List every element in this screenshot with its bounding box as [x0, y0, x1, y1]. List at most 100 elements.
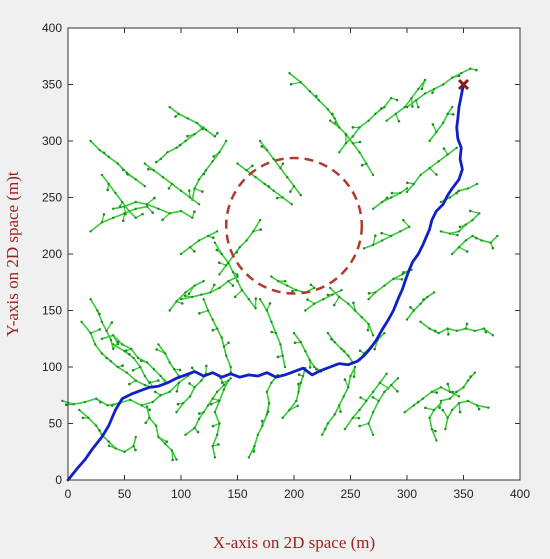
tree-node	[385, 119, 388, 122]
x-tick-label: 200	[284, 487, 304, 501]
tree-node	[288, 408, 291, 412]
tree-node	[274, 331, 278, 335]
tree-node	[225, 264, 228, 267]
tree-node	[309, 283, 313, 287]
tree-node	[170, 449, 174, 452]
tree-twig	[458, 403, 461, 413]
tree-node	[304, 309, 307, 312]
goal-marker	[457, 78, 470, 91]
tree-node	[176, 402, 180, 406]
tree-node	[435, 130, 438, 134]
tree-node	[358, 126, 361, 129]
tree-node	[218, 151, 221, 154]
tree-node	[80, 320, 83, 323]
tree-node	[175, 458, 178, 461]
tree-twig	[176, 382, 180, 392]
tree-node	[258, 218, 262, 222]
tree-node	[405, 190, 409, 194]
tree-node	[114, 447, 117, 450]
tree-node	[166, 151, 169, 154]
tree-node	[405, 105, 409, 109]
tree-node	[240, 288, 244, 292]
tree-node	[419, 320, 422, 323]
tree-node	[151, 400, 154, 404]
tree-node	[304, 349, 307, 353]
tree-node	[414, 99, 418, 102]
tree-node	[235, 251, 239, 254]
tree-node	[420, 87, 424, 91]
tree-node	[168, 309, 171, 312]
tree-node	[441, 121, 445, 125]
tree-node	[299, 340, 302, 344]
tree-node	[227, 379, 230, 382]
tree-node	[245, 239, 248, 242]
tree-node	[326, 422, 330, 425]
tree-node	[439, 399, 443, 403]
tree-node	[351, 416, 354, 420]
tree-node	[344, 142, 348, 145]
tree-twig	[374, 107, 382, 115]
tree-node	[347, 354, 350, 357]
tree-node	[102, 151, 106, 155]
tree-node	[233, 295, 237, 299]
tree-node	[126, 172, 129, 176]
tree-node	[96, 309, 99, 312]
tree-node	[288, 72, 291, 75]
tree-node	[295, 288, 298, 292]
tree-node	[89, 139, 92, 143]
tree-node	[395, 98, 399, 102]
tree-branch	[338, 97, 392, 153]
tree-node	[385, 196, 389, 200]
tree-node	[205, 364, 208, 368]
tree-node	[200, 293, 203, 296]
tree-node	[396, 377, 400, 380]
tree-twig	[307, 299, 315, 305]
tree-node	[265, 148, 269, 152]
tree-node	[358, 408, 361, 412]
tree-node	[231, 270, 235, 274]
tree-node	[245, 169, 248, 172]
tree-node	[412, 404, 415, 407]
tree-node	[148, 381, 151, 385]
tree-node	[227, 341, 230, 345]
tree-node	[201, 127, 204, 131]
tree-node	[247, 298, 250, 301]
tree-node	[342, 349, 346, 353]
tree-node	[389, 234, 393, 238]
tree-node	[100, 221, 104, 224]
tree-node	[431, 123, 435, 126]
tree-node	[193, 187, 196, 190]
tree-twig	[188, 285, 196, 295]
tree-node	[198, 312, 201, 315]
tree-twig	[158, 436, 168, 443]
tree-node	[430, 427, 434, 431]
tree-node	[89, 298, 92, 301]
tree-node	[106, 188, 109, 192]
tree-node	[296, 404, 299, 408]
tree-node	[313, 286, 316, 290]
tree-node	[326, 108, 330, 111]
tree-node	[390, 191, 394, 195]
tree-node	[159, 157, 162, 161]
tree-node	[225, 354, 228, 357]
tree-branch	[386, 79, 426, 122]
tree-node	[211, 318, 214, 321]
tree-node	[451, 252, 454, 256]
tree-node	[209, 402, 213, 406]
tree-twig	[112, 341, 119, 350]
tree-twig	[171, 450, 174, 460]
tree-twig	[156, 348, 166, 355]
tree-node	[252, 450, 256, 453]
tree-node	[473, 371, 476, 374]
tree-node	[389, 96, 393, 100]
tree-twig	[146, 206, 154, 214]
tree-node	[338, 151, 341, 154]
tree-node	[238, 246, 241, 249]
tree-twig	[209, 284, 215, 293]
tree-node	[193, 386, 196, 389]
tree-twig	[352, 302, 356, 311]
x-tick-label: 400	[510, 487, 530, 501]
tree-node	[258, 298, 262, 301]
tree-node	[326, 293, 330, 297]
tree-node	[147, 167, 150, 171]
